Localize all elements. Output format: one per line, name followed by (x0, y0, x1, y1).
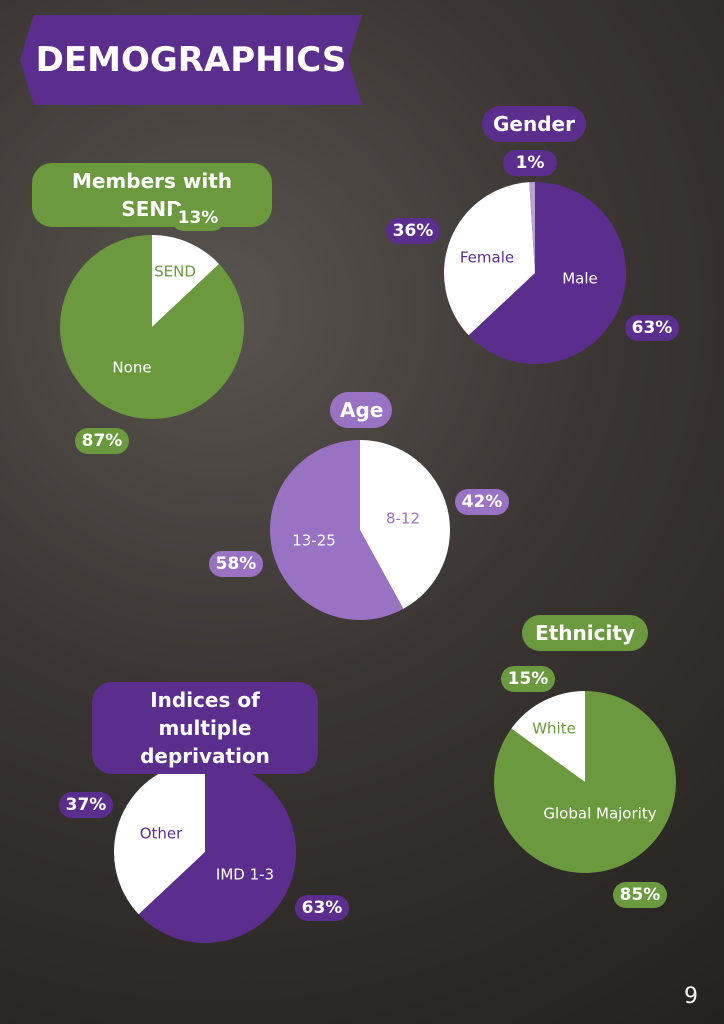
pie-slice (529, 182, 535, 273)
pie-slice (360, 440, 451, 609)
value-label: 15% (501, 666, 555, 692)
pie-slice (152, 235, 220, 327)
value-label: 63% (625, 315, 679, 341)
pie-slice (270, 440, 404, 620)
chart-title: Ethnicity (522, 615, 648, 651)
chart-title: Members with SEND (32, 163, 272, 227)
value-label: 13% (171, 205, 225, 231)
chart-title: Gender (482, 106, 586, 142)
chart-title: Indices of multiple deprivation (92, 682, 318, 774)
slice-label: IMD 1-3 (216, 866, 274, 884)
slice-label: White (532, 720, 576, 738)
slice-label: 13-25 (292, 532, 336, 550)
value-label: 85% (613, 882, 667, 908)
value-label: 63% (295, 895, 349, 921)
slice-label: None (112, 359, 151, 377)
value-label: 36% (386, 218, 440, 244)
pie-slice (468, 182, 627, 364)
pie-slice (114, 761, 205, 915)
value-label: 58% (209, 551, 263, 577)
page-title: DEMOGRAPHICS (20, 15, 362, 105)
slice-label: Global Majority (543, 805, 656, 823)
value-label: 42% (455, 489, 509, 515)
value-label: 37% (59, 792, 113, 818)
slice-label: Other (140, 825, 183, 843)
value-label: 1% (503, 150, 557, 176)
chart-title: Age (330, 392, 392, 428)
pie-slice (443, 182, 535, 336)
page-number: 9 (684, 984, 698, 1009)
slice-label: 8-12 (386, 510, 420, 528)
slice-label: Male (562, 270, 598, 288)
pie-slice (60, 235, 244, 419)
pie-slice (511, 691, 585, 782)
pie-slice (138, 761, 297, 943)
slice-label: SEND (154, 263, 196, 281)
slice-label: Female (460, 249, 514, 267)
value-label: 87% (75, 428, 129, 454)
